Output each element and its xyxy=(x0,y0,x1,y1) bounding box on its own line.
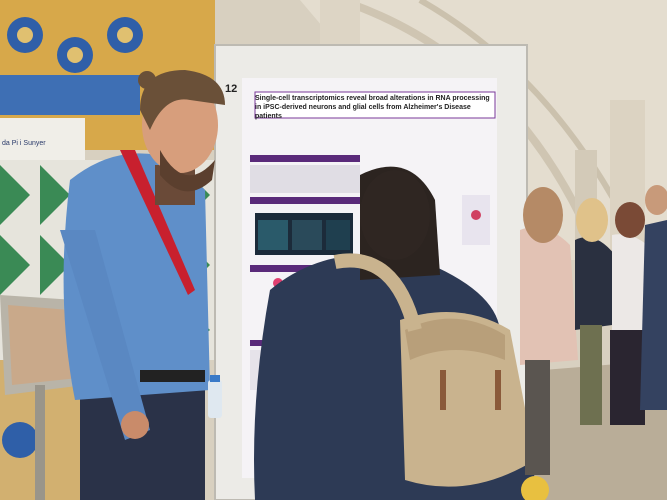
man-arm xyxy=(60,230,150,440)
poster-section-header xyxy=(250,197,360,204)
woman-dark-jacket xyxy=(575,237,615,330)
man-lanyard xyxy=(120,150,195,295)
poster-section-abstract xyxy=(250,155,360,162)
backpack-flap xyxy=(405,318,505,360)
backpack-buckle-left xyxy=(440,370,446,410)
backpack-strap xyxy=(333,253,422,332)
poster-title-box xyxy=(254,91,496,119)
backpack-buckle-right xyxy=(495,370,501,410)
crowd xyxy=(520,185,667,475)
man-presenter xyxy=(60,70,225,500)
wall-sign xyxy=(0,118,85,163)
person-far-right xyxy=(640,220,667,410)
woman-visitor xyxy=(254,166,540,500)
water-bottle xyxy=(208,380,222,418)
board-number: 12 xyxy=(225,83,238,95)
man-belt xyxy=(140,370,205,382)
tile-rosette xyxy=(2,422,38,458)
man-bun xyxy=(138,71,156,89)
man-hand xyxy=(121,411,149,439)
poster-abstract-text xyxy=(250,165,360,193)
tile-pattern-upper xyxy=(0,17,143,115)
wall-sign-text: da Pi i Sunyer xyxy=(2,140,46,147)
poster-title: Single-cell transcriptomics reveal broad… xyxy=(255,95,490,120)
man-beard-lower xyxy=(160,150,215,192)
mascot-toy xyxy=(521,476,549,500)
man-hair xyxy=(140,70,225,130)
info-stand-leg xyxy=(35,385,45,500)
woman-pink-sweater xyxy=(520,227,578,365)
info-stand-panel xyxy=(8,305,78,385)
